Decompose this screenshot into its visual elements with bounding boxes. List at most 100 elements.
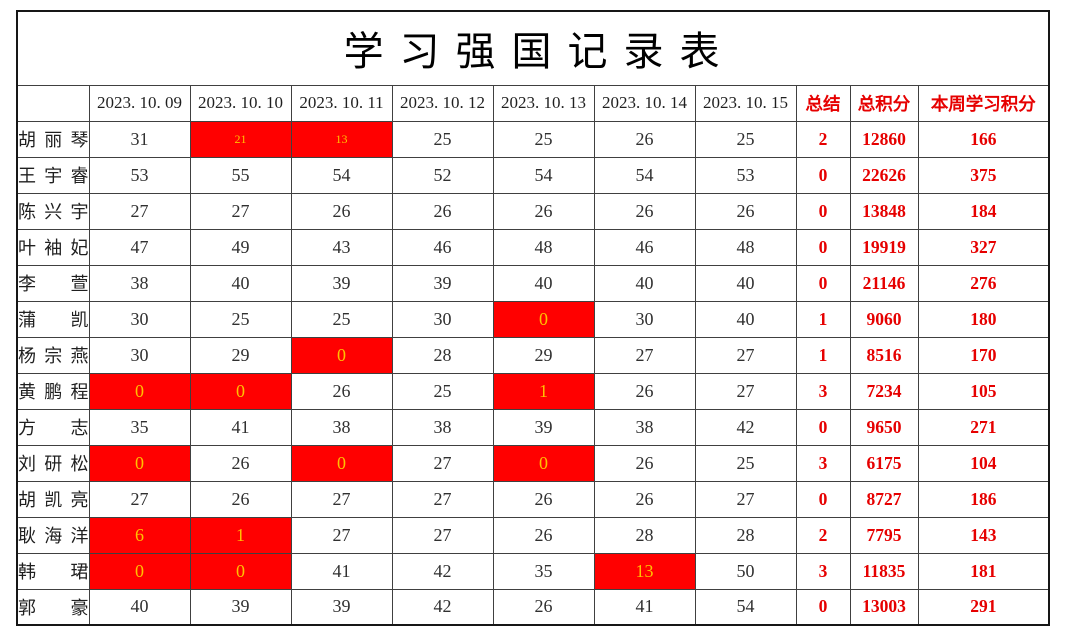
total-score-cell: 21146 — [849, 264, 919, 302]
score-cell: 25 — [694, 444, 797, 482]
week-score-cell: 184 — [917, 192, 1050, 230]
score-cell-highlighted: 13 — [593, 552, 696, 590]
date-header: 2023. 10. 09 — [88, 84, 191, 122]
total-score-header: 总积分 — [849, 84, 919, 122]
date-header: 2023. 10. 12 — [391, 84, 494, 122]
score-cell: 35 — [88, 408, 191, 446]
score-cell: 38 — [391, 408, 494, 446]
score-cell: 40 — [189, 264, 292, 302]
score-cell: 28 — [593, 516, 696, 554]
member-name-cell: 叶袖妃 — [16, 228, 90, 266]
score-cell: 25 — [290, 300, 393, 338]
score-cell: 26 — [492, 516, 595, 554]
date-header: 2023. 10. 10 — [189, 84, 292, 122]
member-name-cell: 黄鹏程 — [16, 372, 90, 410]
score-cell-highlighted: 13 — [290, 120, 393, 158]
score-cell: 42 — [694, 408, 797, 446]
score-cell: 30 — [88, 336, 191, 374]
score-cell-highlighted: 0 — [290, 444, 393, 482]
score-cell-highlighted: 0 — [88, 552, 191, 590]
table-row: 杨宗燕 30 29 0 28 29 27 27 1 8516 170 — [16, 336, 1050, 374]
score-cell: 27 — [694, 480, 797, 518]
score-cell-highlighted: 0 — [492, 444, 595, 482]
score-cell-highlighted: 1 — [189, 516, 292, 554]
member-name-cell: 刘研松 — [16, 444, 90, 482]
score-cell: 29 — [492, 336, 595, 374]
week-score-cell: 143 — [917, 516, 1050, 554]
score-cell: 26 — [694, 192, 797, 230]
week-score-cell: 291 — [917, 588, 1050, 626]
score-cell: 47 — [88, 228, 191, 266]
member-name-cell: 陈兴宇 — [16, 192, 90, 230]
total-score-cell: 6175 — [849, 444, 919, 482]
score-cell: 46 — [391, 228, 494, 266]
summary-count-cell: 0 — [795, 264, 851, 302]
score-cell: 41 — [189, 408, 292, 446]
score-cell: 48 — [694, 228, 797, 266]
title-row: 学 习 强 国 记 录 表 — [16, 10, 1050, 86]
header-row: 2023. 10. 09 2023. 10. 10 2023. 10. 11 2023… — [16, 84, 1050, 122]
score-cell: 29 — [189, 336, 292, 374]
score-cell: 27 — [391, 444, 494, 482]
summary-count-cell: 3 — [795, 444, 851, 482]
score-cell: 26 — [492, 588, 595, 626]
score-cell: 39 — [391, 264, 494, 302]
score-cell: 54 — [694, 588, 797, 626]
score-cell: 26 — [492, 480, 595, 518]
date-header: 2023. 10. 14 — [593, 84, 696, 122]
table-row: 黄鹏程 0 0 26 25 1 26 27 3 7234 105 — [16, 372, 1050, 410]
score-cell: 43 — [290, 228, 393, 266]
score-cell: 30 — [88, 300, 191, 338]
score-cell: 40 — [694, 264, 797, 302]
score-cell: 27 — [593, 336, 696, 374]
total-score-cell: 13848 — [849, 192, 919, 230]
score-cell: 48 — [492, 228, 595, 266]
score-cell-highlighted: 6 — [88, 516, 191, 554]
score-cell: 41 — [290, 552, 393, 590]
table-row: 叶袖妃 47 49 43 46 48 46 48 0 19919 327 — [16, 228, 1050, 266]
member-name-cell: 耿海洋 — [16, 516, 90, 554]
page-title: 学 习 强 国 记 录 表 — [16, 10, 1050, 86]
score-cell: 26 — [593, 192, 696, 230]
table-row: 胡丽琴 31 21 13 25 25 26 25 2 12860 166 — [16, 120, 1050, 158]
week-score-cell: 375 — [917, 156, 1050, 194]
score-cell-highlighted: 0 — [189, 372, 292, 410]
summary-count-cell: 3 — [795, 372, 851, 410]
week-score-cell: 327 — [917, 228, 1050, 266]
summary-count-cell: 0 — [795, 588, 851, 626]
member-name-cell: 郭豪 — [16, 588, 90, 626]
week-score-cell: 166 — [917, 120, 1050, 158]
score-cell: 26 — [391, 192, 494, 230]
week-score-cell: 105 — [917, 372, 1050, 410]
week-score-cell: 271 — [917, 408, 1050, 446]
week-score-cell: 180 — [917, 300, 1050, 338]
score-cell: 25 — [492, 120, 595, 158]
score-cell: 28 — [694, 516, 797, 554]
table-row: 郭豪 40 39 39 42 26 41 54 0 13003 291 — [16, 588, 1050, 626]
total-score-cell: 8727 — [849, 480, 919, 518]
score-cell: 38 — [290, 408, 393, 446]
score-cell: 39 — [189, 588, 292, 626]
member-name-cell: 韩珺 — [16, 552, 90, 590]
summary-header: 总结 — [795, 84, 851, 122]
member-name-cell: 胡丽琴 — [16, 120, 90, 158]
member-name-cell: 李萱 — [16, 264, 90, 302]
total-score-cell: 7234 — [849, 372, 919, 410]
member-name-cell: 蒲凯 — [16, 300, 90, 338]
score-cell-highlighted: 0 — [88, 372, 191, 410]
score-cell: 53 — [88, 156, 191, 194]
score-cell: 26 — [189, 480, 292, 518]
table-row: 李萱 38 40 39 39 40 40 40 0 21146 276 — [16, 264, 1050, 302]
score-cell: 39 — [290, 588, 393, 626]
summary-count-cell: 0 — [795, 156, 851, 194]
score-cell: 26 — [290, 192, 393, 230]
corner-cell — [16, 84, 90, 122]
summary-count-cell: 0 — [795, 192, 851, 230]
score-cell: 26 — [593, 372, 696, 410]
table-row: 韩珺 0 0 41 42 35 13 50 3 11835 181 — [16, 552, 1050, 590]
score-cell: 27 — [290, 480, 393, 518]
score-cell: 31 — [88, 120, 191, 158]
score-cell-highlighted: 0 — [88, 444, 191, 482]
score-cell: 38 — [88, 264, 191, 302]
total-score-cell: 8516 — [849, 336, 919, 374]
